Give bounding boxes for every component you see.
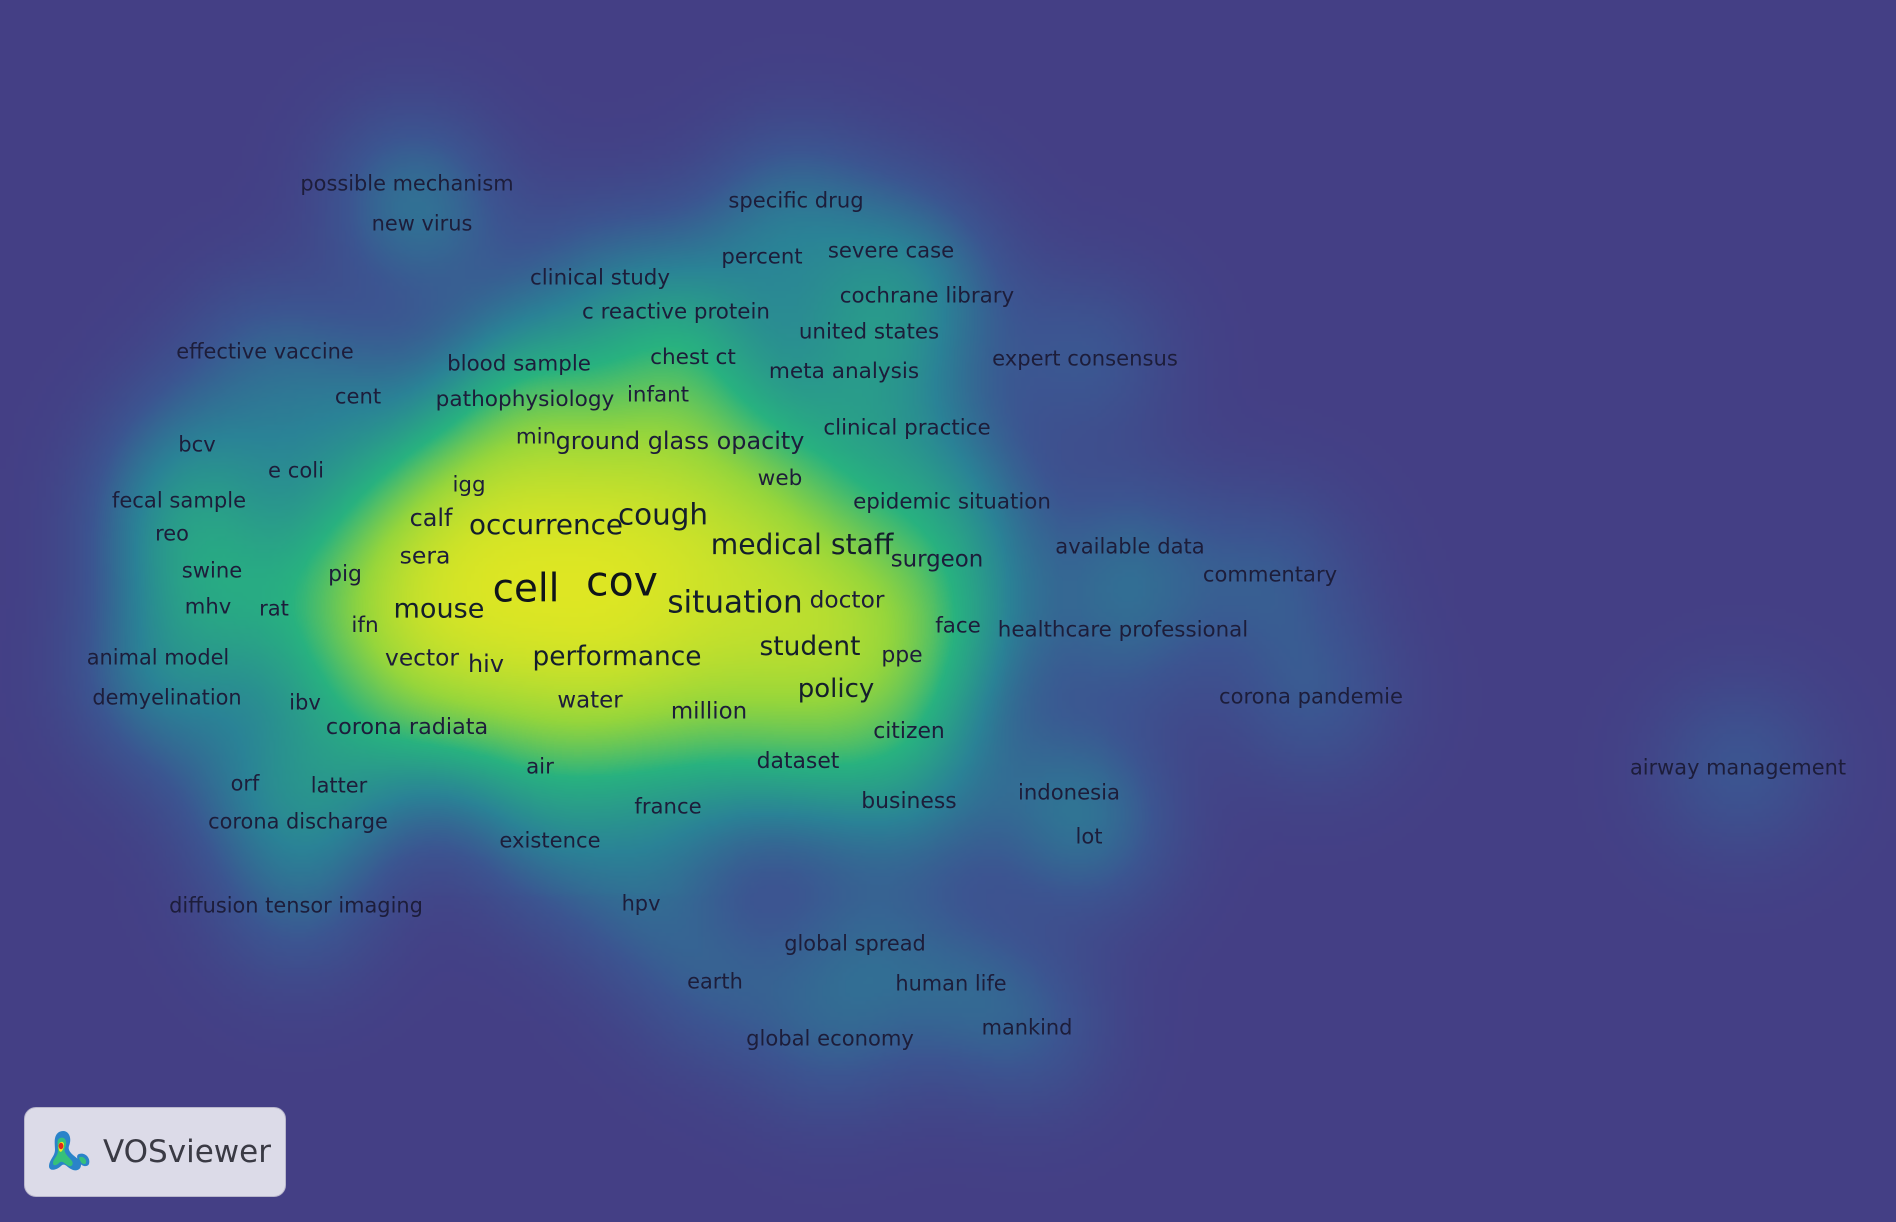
term-label[interactable]: cochrane library [839, 283, 1015, 309]
term-label[interactable]: e coli [268, 457, 324, 483]
term-label[interactable]: pig [328, 562, 362, 588]
term-label[interactable]: mhv [184, 593, 232, 619]
term-label[interactable]: epidemic situation [853, 489, 1051, 515]
term-label[interactable]: mankind [981, 1015, 1073, 1040]
term-label[interactable]: latter [310, 773, 368, 798]
term-label[interactable]: expert consensus [992, 345, 1178, 371]
term-label[interactable]: global spread [784, 931, 926, 956]
term-label[interactable]: diffusion tensor imaging [169, 893, 423, 918]
term-label[interactable]: rat [259, 595, 289, 621]
term-label[interactable]: ibv [289, 689, 321, 715]
term-label[interactable]: ppe [881, 643, 923, 669]
term-label[interactable]: dataset [756, 749, 840, 775]
term-label[interactable]: vector [385, 644, 459, 672]
term-label[interactable]: performance [532, 640, 702, 672]
term-label[interactable]: cough [617, 497, 709, 532]
term-label[interactable]: severe case [827, 237, 955, 263]
term-label[interactable]: demyelination [92, 685, 242, 710]
term-label[interactable]: possible mechanism [300, 171, 514, 196]
term-label[interactable]: sera [399, 541, 451, 570]
term-label[interactable]: mouse [393, 593, 485, 625]
term-label[interactable]: pathophysiology [435, 387, 615, 413]
term-label[interactable]: lot [1075, 823, 1103, 849]
term-label[interactable]: fecal sample [111, 487, 247, 513]
term-label[interactable]: reo [155, 521, 189, 546]
term-label[interactable]: corona discharge [208, 809, 388, 834]
term-label[interactable]: new virus [371, 211, 473, 236]
term-label[interactable]: corona radiata [325, 713, 489, 740]
term-label[interactable]: hiv [468, 650, 504, 679]
term-label[interactable]: occurrence [468, 508, 624, 542]
term-label[interactable]: calf [409, 504, 453, 533]
term-label[interactable]: water [557, 687, 623, 714]
term-label[interactable]: bcv [178, 431, 216, 457]
term-label[interactable]: situation [667, 584, 803, 621]
vosviewer-logo-badge: VOSviewer [24, 1107, 286, 1197]
term-label[interactable]: business [861, 789, 957, 815]
term-label[interactable]: clinical study [529, 265, 671, 291]
vosviewer-logo-icon [49, 1130, 90, 1171]
term-label[interactable]: available data [1055, 533, 1205, 559]
term-label[interactable]: france [634, 793, 702, 819]
term-label[interactable]: surgeon [890, 546, 984, 573]
term-label[interactable]: blood sample [447, 351, 591, 377]
term-label[interactable]: hpv [621, 891, 661, 916]
term-label[interactable]: cent [334, 383, 382, 409]
term-label[interactable]: animal model [86, 645, 230, 670]
term-label[interactable]: policy [797, 674, 875, 704]
term-label[interactable]: effective vaccine [176, 339, 354, 364]
term-label[interactable]: existence [499, 827, 601, 853]
term-label[interactable]: commentary [1202, 561, 1338, 587]
term-label[interactable]: orf [230, 771, 260, 796]
term-label[interactable]: swine [181, 557, 243, 583]
term-label[interactable]: student [759, 630, 861, 662]
term-label[interactable]: global economy [746, 1025, 914, 1051]
term-label[interactable]: face [935, 613, 981, 639]
term-label[interactable]: infant [626, 382, 690, 408]
term-label[interactable]: earth [687, 969, 743, 994]
term-label[interactable]: indonesia [1017, 779, 1121, 805]
term-label[interactable]: web [757, 466, 803, 492]
term-label[interactable]: meta analysis [768, 359, 920, 385]
term-label[interactable]: million [670, 698, 748, 725]
term-label[interactable]: medical staff [710, 527, 894, 561]
term-label[interactable]: igg [452, 472, 486, 498]
term-label[interactable]: ground glass opacity [555, 427, 805, 456]
term-label[interactable]: air [526, 754, 554, 780]
term-label[interactable]: clinical practice [823, 415, 991, 441]
term-label[interactable]: c reactive protein [582, 299, 770, 325]
app-name: VOSviewer [103, 1134, 271, 1170]
term-label[interactable]: ifn [351, 613, 379, 639]
term-label[interactable]: human life [895, 971, 1007, 996]
term-label[interactable]: chest ct [650, 345, 736, 371]
term-label[interactable]: cell [492, 566, 560, 612]
term-label[interactable]: citizen [873, 719, 945, 745]
term-label[interactable]: corona pandemie [1218, 683, 1404, 709]
term-label[interactable]: airway management [1629, 755, 1847, 780]
term-label[interactable]: specific drug [728, 187, 864, 213]
term-label[interactable]: cov [586, 557, 658, 606]
term-label[interactable]: united states [798, 319, 940, 345]
term-label[interactable]: doctor [809, 586, 885, 614]
term-label[interactable]: healthcare professional [997, 617, 1249, 643]
term-label[interactable]: percent [721, 243, 803, 269]
term-label[interactable]: min [515, 424, 557, 450]
